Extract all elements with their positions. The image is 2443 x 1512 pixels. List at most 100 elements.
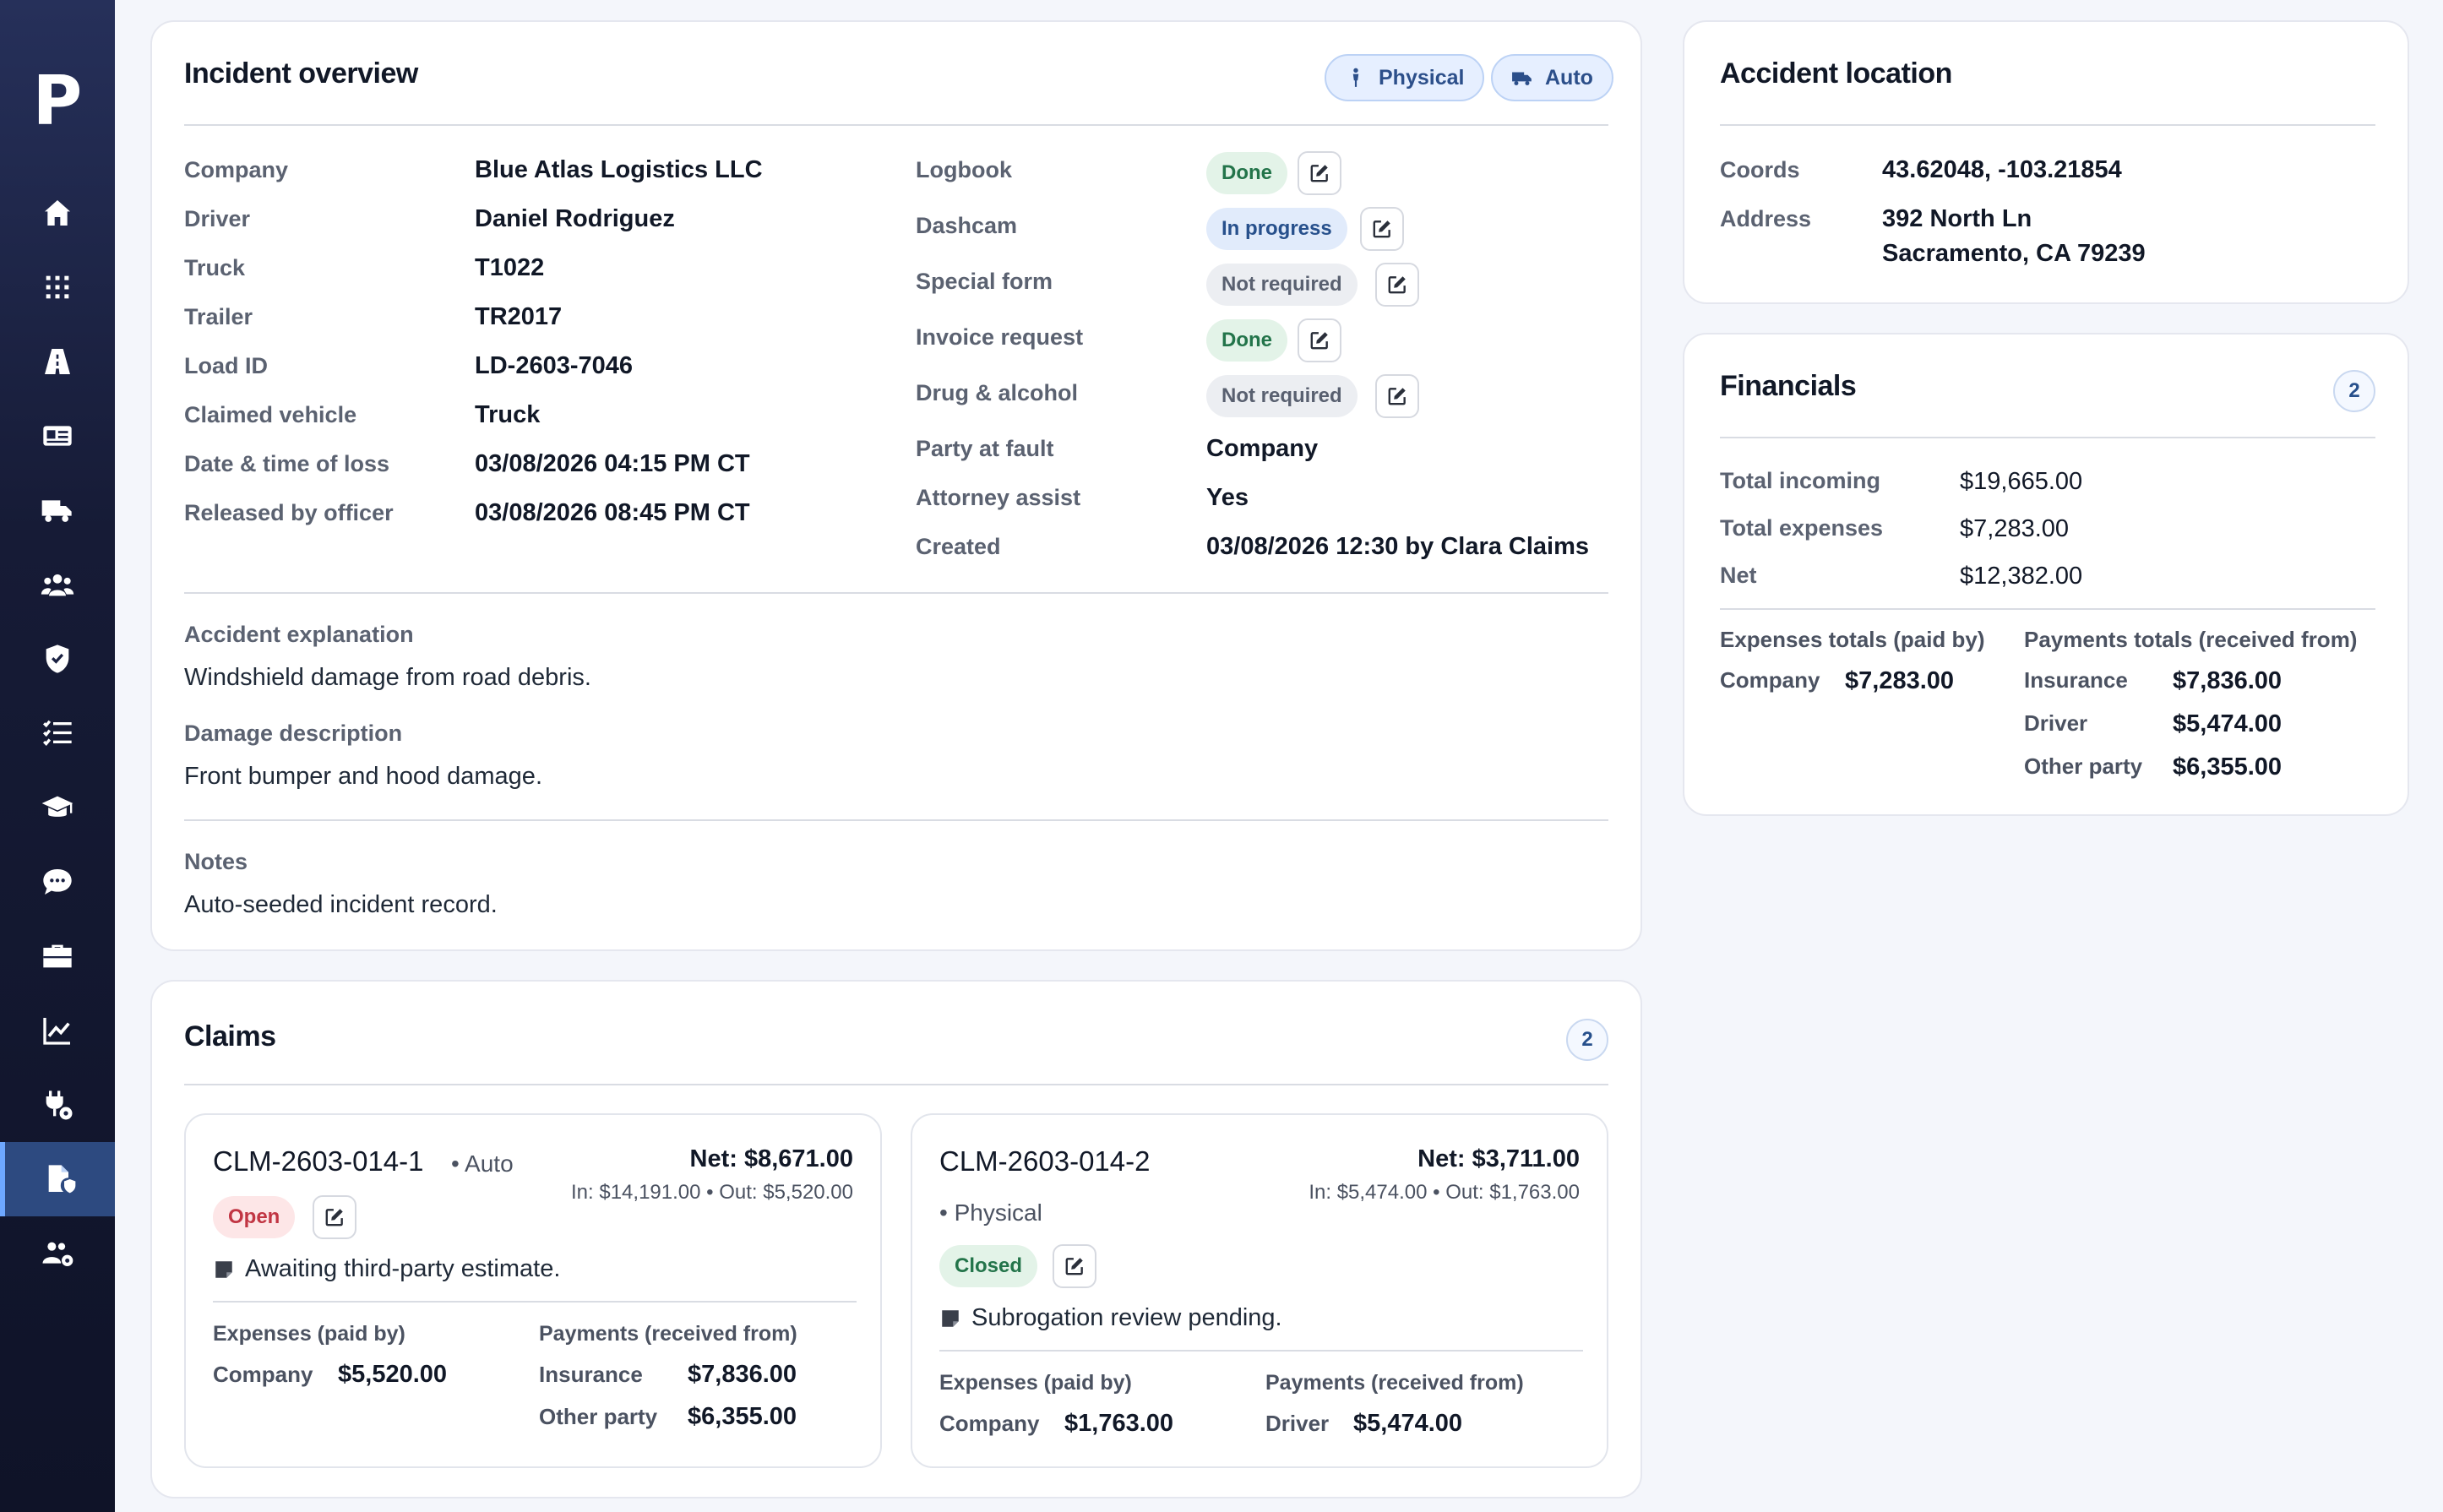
edit-icon <box>1388 388 1406 405</box>
claim-payments-heading: Payments (received from) <box>1265 1371 1524 1395</box>
claim-net: Net: $3,711.00 <box>1417 1145 1580 1172</box>
sidebar-item-home[interactable] <box>0 176 115 250</box>
field-label-date-of-loss: Date & time of loss <box>184 451 390 476</box>
road-icon <box>45 349 70 374</box>
field-label-claimed-vehicle: Claimed vehicle <box>184 402 357 427</box>
sidebar-item-safety[interactable] <box>0 622 115 696</box>
sidebar-item-people[interactable] <box>0 547 115 622</box>
home-icon <box>45 200 70 226</box>
checklist-icon <box>42 720 72 746</box>
tag-physical-label: Physical <box>1379 65 1465 90</box>
divider <box>1720 437 2375 438</box>
claim-status-badge: Open <box>213 1196 296 1238</box>
divider <box>184 124 1608 126</box>
sidebar-item-messages[interactable] <box>0 845 115 919</box>
field-label-load-id: Load ID <box>184 353 268 378</box>
field-label-party-at-fault: Party at fault <box>916 436 1054 461</box>
sidebar: P <box>0 0 115 1512</box>
accident-location-title: Accident location <box>1720 57 1952 90</box>
claim-expenses-heading: Expenses (paid by) <box>213 1322 405 1346</box>
claim-payment-label: Other party <box>539 1404 658 1429</box>
field-value-load-id: LD-2603-7046 <box>475 352 633 379</box>
sidebar-item-admin[interactable] <box>0 1216 115 1291</box>
financials-title: Financials <box>1720 370 1857 402</box>
sidebar-item-claims[interactable] <box>0 1142 115 1216</box>
sidebar-item-road[interactable] <box>0 324 115 399</box>
claims-count-badge: 2 <box>1566 1019 1608 1061</box>
tag-physical[interactable]: Physical <box>1325 54 1485 101</box>
total-expenses-value: $7,283.00 <box>1960 515 2070 542</box>
claim-card-1[interactable]: CLM-2603-014-1 • Auto Net: $8,671.00 In:… <box>184 1113 882 1468</box>
sidebar-item-reports[interactable] <box>0 993 115 1068</box>
incident-overview-title: Incident overview <box>184 57 418 90</box>
briefcase-icon <box>43 944 72 968</box>
payments-total-value: $6,355.00 <box>2173 753 2282 780</box>
field-label-truck: Truck <box>184 255 246 280</box>
claim-expense-value: $1,763.00 <box>1064 1410 1174 1437</box>
claim-id[interactable]: CLM-2603-014-2 <box>939 1145 1151 1177</box>
address-line2: Sacramento, CA 79239 <box>1882 240 2146 267</box>
status-label-special-form: Special form <box>916 269 1053 294</box>
field-label-company: Company <box>184 157 289 182</box>
payments-total-value: $5,474.00 <box>2173 710 2282 737</box>
claim-expense-label: Company <box>213 1362 313 1387</box>
status-label-dashcam: Dashcam <box>916 213 1018 238</box>
field-label-attorney-assist: Attorney assist <box>916 485 1081 510</box>
status-badge-logbook: Done <box>1206 152 1287 194</box>
edit-icon <box>325 1209 343 1226</box>
payments-totals-heading: Payments totals (received from) <box>2024 627 2358 652</box>
damage-description-label: Damage description <box>184 721 403 746</box>
edit-special-form-button[interactable] <box>1375 263 1419 307</box>
address-line1: 392 North Ln <box>1882 205 2032 232</box>
id-card-icon <box>43 426 72 446</box>
tag-auto[interactable]: Auto <box>1491 54 1613 101</box>
shield-icon <box>46 645 69 673</box>
sidebar-item-grid[interactable] <box>0 250 115 324</box>
sidebar-item-business[interactable] <box>0 919 115 993</box>
sidebar-item-ids[interactable] <box>0 399 115 473</box>
field-value-created: 03/08/2026 12:30 by Clara Claims <box>1206 533 1590 560</box>
divider <box>1720 124 2375 126</box>
status-badge-special-form: Not required <box>1206 264 1358 306</box>
app-logo[interactable]: P <box>32 62 83 140</box>
edit-dashcam-button[interactable] <box>1360 207 1404 251</box>
plug-gear-icon <box>46 1090 73 1120</box>
coords-value[interactable]: 43.62048, -103.21854 <box>1882 156 2122 183</box>
truck-icon <box>1512 72 1532 85</box>
claim-type: • Auto <box>451 1150 514 1177</box>
payments-total-value: $7,836.00 <box>2173 667 2282 694</box>
edit-icon <box>1373 220 1390 238</box>
edit-invoice-request-button[interactable] <box>1298 318 1341 362</box>
claim-note: Awaiting third-party estimate. <box>213 1255 560 1283</box>
expenses-total-label: Company <box>1720 667 1820 693</box>
chart-line-icon <box>43 1018 70 1045</box>
sms-icon <box>43 869 72 895</box>
divider <box>184 592 1608 594</box>
sticky-note-icon <box>942 1309 959 1327</box>
status-badge-invoice-request: Done <box>1206 319 1287 362</box>
expenses-totals-heading: Expenses totals (paid by) <box>1720 627 1985 652</box>
divider <box>939 1350 1583 1352</box>
claim-note-text: Awaiting third-party estimate. <box>245 1255 561 1282</box>
edit-drug-alcohol-button[interactable] <box>1375 374 1419 418</box>
edit-claim-button[interactable] <box>1053 1244 1096 1288</box>
sidebar-item-trucks[interactable] <box>0 473 115 547</box>
total-incoming-value: $19,665.00 <box>1960 468 2083 495</box>
sidebar-item-tasks[interactable] <box>0 696 115 770</box>
claim-payment-value: $7,836.00 <box>688 1361 797 1388</box>
claim-expense-label: Company <box>939 1411 1040 1436</box>
edit-logbook-button[interactable] <box>1298 151 1341 195</box>
claim-expenses-heading: Expenses (paid by) <box>939 1371 1132 1395</box>
claim-type: • Physical <box>939 1199 1042 1226</box>
field-value-released-by-officer: 03/08/2026 08:45 PM CT <box>475 499 750 526</box>
edit-claim-button[interactable] <box>313 1195 356 1239</box>
field-label-released-by-officer: Released by officer <box>184 500 394 525</box>
claims-title: Claims <box>184 1020 276 1052</box>
claim-card-2[interactable]: CLM-2603-014-2 Net: $3,711.00 In: $5,474… <box>911 1113 1608 1468</box>
claim-id[interactable]: CLM-2603-014-1 <box>213 1145 424 1177</box>
sidebar-item-training[interactable] <box>0 770 115 845</box>
edit-icon <box>1388 276 1406 294</box>
sidebar-item-integrations[interactable] <box>0 1068 115 1142</box>
status-label-invoice-request: Invoice request <box>916 324 1084 350</box>
graduation-cap-icon <box>41 796 73 817</box>
